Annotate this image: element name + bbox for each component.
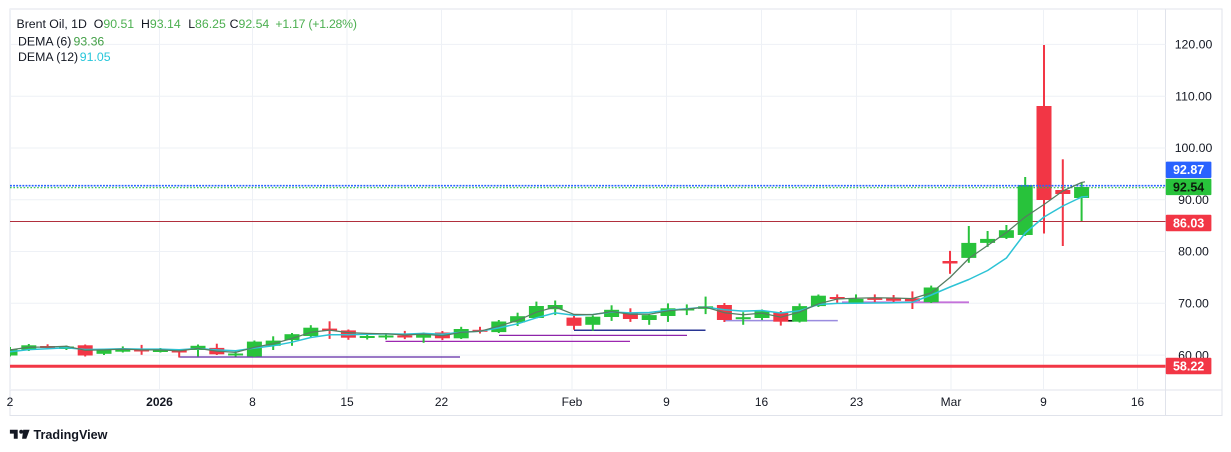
svg-text:2: 2 <box>7 395 14 409</box>
svg-text:92.54: 92.54 <box>1173 180 1204 194</box>
svg-text:100.00: 100.00 <box>1175 141 1213 155</box>
svg-text:8: 8 <box>249 395 256 409</box>
svg-text:22: 22 <box>435 395 449 409</box>
svg-text:70.00: 70.00 <box>1178 296 1209 310</box>
svg-text:2026: 2026 <box>146 395 173 409</box>
svg-text:DEMA (6): DEMA (6) <box>18 35 71 49</box>
svg-text:16: 16 <box>1131 395 1145 409</box>
svg-text:80.00: 80.00 <box>1178 245 1209 259</box>
svg-text:23: 23 <box>850 395 864 409</box>
svg-text:16: 16 <box>755 395 769 409</box>
svg-text:H93.14: H93.14 <box>141 17 181 31</box>
svg-text:120.00: 120.00 <box>1175 38 1213 52</box>
svg-text:58.22: 58.22 <box>1173 359 1204 373</box>
svg-text:Mar: Mar <box>941 395 962 409</box>
svg-text:92.87: 92.87 <box>1173 163 1204 177</box>
svg-text:15: 15 <box>340 395 354 409</box>
svg-text:O90.51: O90.51 <box>94 17 135 31</box>
svg-text:91.05: 91.05 <box>80 50 111 64</box>
svg-text:Feb: Feb <box>562 395 583 409</box>
svg-text:L86.25: L86.25 <box>188 17 226 31</box>
svg-text:C92.54: C92.54 <box>230 17 270 31</box>
svg-text:TradingView: TradingView <box>34 428 108 442</box>
svg-text:9: 9 <box>1040 395 1047 409</box>
svg-text:110.00: 110.00 <box>1175 89 1212 103</box>
svg-text:DEMA (12): DEMA (12) <box>18 50 78 64</box>
svg-text:Brent Oil, 1D: Brent Oil, 1D <box>17 17 88 31</box>
svg-text:93.36: 93.36 <box>74 35 105 49</box>
svg-text:+1.17 (+1.28%): +1.17 (+1.28%) <box>275 17 356 31</box>
svg-text:9: 9 <box>663 395 670 409</box>
svg-text:90.00: 90.00 <box>1178 193 1209 207</box>
svg-text:86.03: 86.03 <box>1173 216 1204 230</box>
